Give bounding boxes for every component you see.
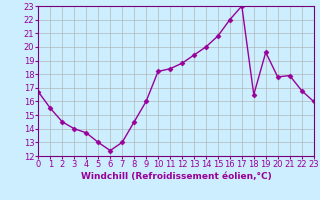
X-axis label: Windchill (Refroidissement éolien,°C): Windchill (Refroidissement éolien,°C) xyxy=(81,172,271,181)
